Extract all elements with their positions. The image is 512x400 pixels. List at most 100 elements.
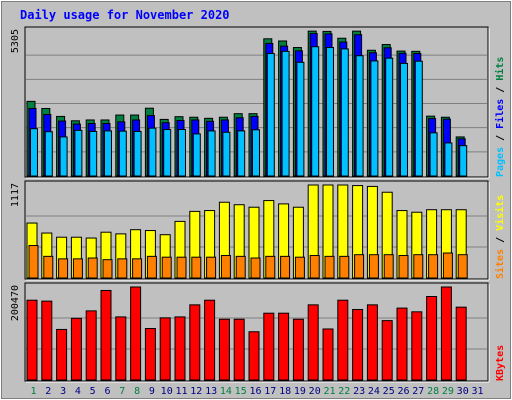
chart-title: Daily usage for November 2020 [20,8,230,22]
bar-sites-day-14 [220,255,231,279]
x-tick-label: 29 [442,386,454,397]
bar-kbytes-day-5 [85,310,97,381]
legend-separator: / [495,129,506,147]
bar-kbytes-day-27 [411,311,423,381]
bar-pages-day-4 [74,129,83,177]
x-tick-label: 10 [161,386,173,397]
bar-kbytes-day-1 [26,299,38,381]
bar-pages-day-16 [252,129,260,177]
bar-pages-day-12 [192,133,201,177]
bar-sites-day-19 [294,256,305,279]
x-tick-label: 14 [220,386,232,397]
x-tick-label: 21 [323,386,335,397]
bar-pages-day-1 [30,128,38,177]
x-tick-label: 1 [30,386,36,397]
bar-kbytes-day-8 [130,286,142,381]
bar-sites-day-27 [413,254,424,279]
bar-kbytes-day-15 [233,318,245,381]
bar-sites-day-5 [87,257,98,279]
bar-kbytes-day-22 [337,299,349,381]
bar-pages-day-20 [311,46,320,177]
x-tick-label: 26 [397,386,409,397]
bar-kbytes-day-14 [218,318,230,381]
legend-hits: Hits [494,57,506,81]
x-tick-label: 7 [119,386,125,397]
bar-sites-day-22 [339,255,350,279]
bar-sites-day-2 [43,255,54,279]
x-tick-label: 12 [190,386,202,397]
bar-sites-day-3 [58,258,69,279]
bar-pages-day-25 [385,57,394,177]
bar-kbytes-day-28 [426,295,438,381]
panel-hits_files_pages: 5305 Pages / Files / Hits [10,26,506,179]
x-tick-label: 4 [75,386,81,397]
bar-sites-day-4 [72,258,83,279]
bar-pages-day-24 [370,60,379,177]
bar-kbytes-day-29 [440,286,452,381]
bar-sites-day-13 [206,256,217,279]
bar-kbytes-day-30 [455,306,467,381]
right-axis-label: KBytes [495,345,506,381]
bar-pages-day-7 [118,130,127,177]
bar-sites-day-7 [117,258,128,279]
bar-sites-day-29 [442,252,453,279]
x-tick-label: 30 [457,386,469,397]
bar-pages-day-5 [89,130,98,177]
bar-sites-day-17 [265,255,276,279]
bar-pages-day-27 [414,60,423,177]
legend-separator: / [495,231,506,249]
bar-pages-day-23 [355,55,364,177]
bar-pages-day-15 [237,130,246,177]
bar-sites-day-1 [28,245,39,279]
x-tick-label: 27 [412,386,424,397]
bar-pages-day-17 [266,53,275,177]
bar-pages-day-21 [326,47,334,177]
bar-sites-day-6 [102,259,113,279]
bar-sites-day-28 [428,254,439,279]
bar-sites-day-20 [309,255,320,279]
x-tick-label: 17 [264,386,276,397]
x-tick-label: 15 [235,386,247,397]
bar-pages-day-29 [444,142,453,177]
bar-kbytes-day-23 [352,308,364,381]
bar-kbytes-day-13 [204,299,216,381]
x-tick-label: 8 [134,386,140,397]
bar-pages-day-3 [59,136,68,177]
x-tick-label: 18 [279,386,291,397]
bar-pages-day-10 [163,129,172,177]
bar-kbytes-day-25 [381,320,393,381]
bar-pages-day-30 [459,145,468,177]
bar-kbytes-day-19 [292,318,304,381]
x-tick-label: 5 [90,386,96,397]
x-tick-label: 31 [471,386,483,397]
x-tick-label: 22 [338,386,350,397]
bar-sites-day-23 [354,254,365,279]
bar-sites-day-26 [398,255,409,279]
bar-pages-day-6 [104,130,112,177]
x-tick-label: 11 [175,386,187,397]
legend-pages: Pages [495,147,506,177]
bar-kbytes-day-11 [174,316,186,381]
bar-pages-day-11 [178,129,186,177]
bar-sites-day-8 [132,258,143,279]
bar-kbytes-day-12 [189,304,201,381]
legend-separator: / [495,81,506,99]
bar-kbytes-day-16 [248,331,260,381]
bar-pages-day-19 [296,61,305,177]
bar-sites-day-15 [235,255,246,279]
bar-sites-day-24 [368,254,379,279]
x-tick-label: 20 [309,386,321,397]
bar-pages-day-2 [44,131,53,177]
x-tick-label: 3 [60,386,66,397]
bar-sites-day-30 [457,254,468,279]
bar-kbytes-day-26 [396,307,408,381]
x-tick-label: 24 [368,386,380,397]
bar-kbytes-day-18 [278,312,290,381]
y-max-label: 5305 [10,29,21,53]
x-tick-label: 2 [45,386,51,397]
right-axis-label: Pages / Files / Hits [494,57,506,177]
x-tick-label: 25 [383,386,395,397]
bar-kbytes-day-17 [263,312,275,381]
bar-sites-day-16 [250,257,261,279]
